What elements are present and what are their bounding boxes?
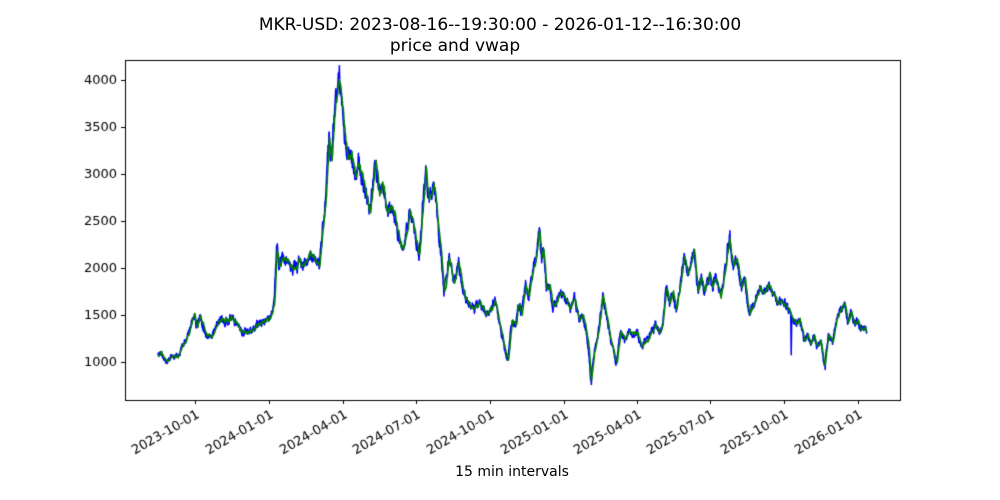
chart-title: MKR-USD: 2023-08-16--19:30:00 - 2026-01-… bbox=[258, 15, 742, 35]
chart-subtitle: price and vwap bbox=[389, 36, 521, 56]
x-axis-label: 15 min intervals bbox=[455, 464, 569, 480]
